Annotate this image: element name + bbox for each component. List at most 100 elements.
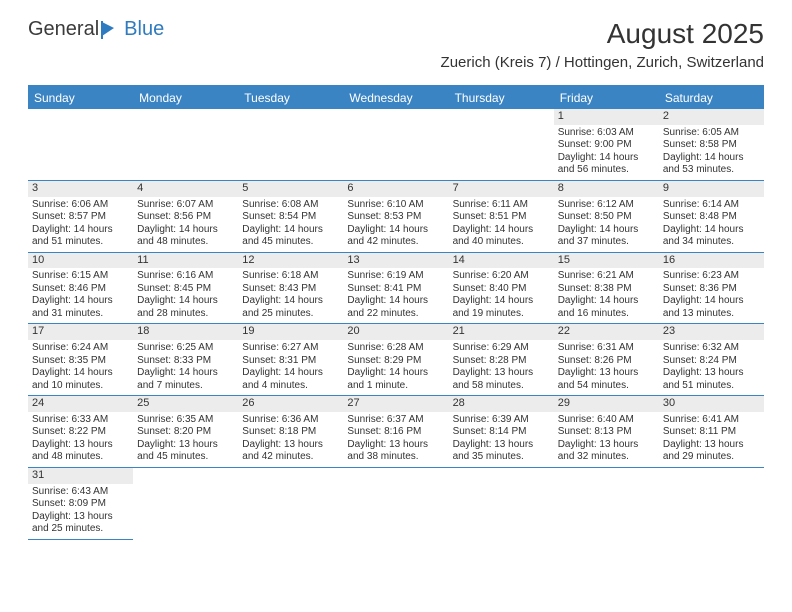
info-d1: Daylight: 13 hours [453,439,550,452]
day-number: 25 [133,396,238,412]
day-cell: 4Sunrise: 6:07 AMSunset: 8:56 PMDaylight… [133,181,238,252]
day-cell: 1Sunrise: 6:03 AMSunset: 9:00 PMDaylight… [554,109,659,180]
info-d2: and 58 minutes. [453,380,550,393]
info-sr: Sunrise: 6:29 AM [453,342,550,355]
day-info: Sunrise: 6:16 AMSunset: 8:45 PMDaylight:… [133,268,238,323]
empty-cell [133,468,238,540]
empty-cell [343,468,448,540]
week-row: 31Sunrise: 6:43 AMSunset: 8:09 PMDayligh… [28,468,764,540]
info-ss: Sunset: 8:57 PM [32,211,129,224]
empty-cell [659,468,764,540]
info-d1: Daylight: 14 hours [137,295,234,308]
info-d2: and 25 minutes. [32,523,129,536]
logo-text-b: Blue [124,18,164,41]
day-cell: 24Sunrise: 6:33 AMSunset: 8:22 PMDayligh… [28,396,133,467]
info-ss: Sunset: 8:31 PM [242,355,339,368]
info-d1: Daylight: 14 hours [347,224,444,237]
day-cell: 22Sunrise: 6:31 AMSunset: 8:26 PMDayligh… [554,324,659,395]
info-ss: Sunset: 8:24 PM [663,355,760,368]
day-info: Sunrise: 6:19 AMSunset: 8:41 PMDaylight:… [343,268,448,323]
day-number: 12 [238,253,343,269]
day-number: 8 [554,181,659,197]
day-cell: 27Sunrise: 6:37 AMSunset: 8:16 PMDayligh… [343,396,448,467]
empty-cell [28,109,133,180]
day-cell: 14Sunrise: 6:20 AMSunset: 8:40 PMDayligh… [449,253,554,324]
day-number: 7 [449,181,554,197]
info-sr: Sunrise: 6:18 AM [242,270,339,283]
day-cell: 31Sunrise: 6:43 AMSunset: 8:09 PMDayligh… [28,468,133,540]
info-ss: Sunset: 8:29 PM [347,355,444,368]
info-d1: Daylight: 14 hours [558,295,655,308]
day-cell: 2Sunrise: 6:05 AMSunset: 8:58 PMDaylight… [659,109,764,180]
info-d1: Daylight: 14 hours [242,367,339,380]
day-number: 26 [238,396,343,412]
info-ss: Sunset: 8:51 PM [453,211,550,224]
info-d2: and 29 minutes. [663,451,760,464]
info-d1: Daylight: 14 hours [663,152,760,165]
day-header-row: SundayMondayTuesdayWednesdayThursdayFrid… [28,87,764,109]
day-cell: 16Sunrise: 6:23 AMSunset: 8:36 PMDayligh… [659,253,764,324]
info-ss: Sunset: 8:33 PM [137,355,234,368]
day-number: 2 [659,109,764,125]
info-d2: and 45 minutes. [137,451,234,464]
info-d1: Daylight: 13 hours [347,439,444,452]
info-sr: Sunrise: 6:06 AM [32,199,129,212]
info-ss: Sunset: 8:28 PM [453,355,550,368]
day-number: 14 [449,253,554,269]
day-info: Sunrise: 6:28 AMSunset: 8:29 PMDaylight:… [343,340,448,395]
day-info: Sunrise: 6:33 AMSunset: 8:22 PMDaylight:… [28,412,133,467]
info-sr: Sunrise: 6:37 AM [347,414,444,427]
info-d1: Daylight: 13 hours [558,367,655,380]
day-header-cell: Wednesday [343,87,448,109]
info-d1: Daylight: 14 hours [32,367,129,380]
info-ss: Sunset: 8:54 PM [242,211,339,224]
day-number: 27 [343,396,448,412]
day-number: 10 [28,253,133,269]
info-sr: Sunrise: 6:39 AM [453,414,550,427]
info-sr: Sunrise: 6:36 AM [242,414,339,427]
info-d2: and 42 minutes. [347,236,444,249]
day-number: 11 [133,253,238,269]
info-d2: and 13 minutes. [663,308,760,321]
info-d1: Daylight: 13 hours [242,439,339,452]
day-info: Sunrise: 6:10 AMSunset: 8:53 PMDaylight:… [343,197,448,252]
day-info: Sunrise: 6:24 AMSunset: 8:35 PMDaylight:… [28,340,133,395]
day-number: 19 [238,324,343,340]
info-sr: Sunrise: 6:08 AM [242,199,339,212]
info-d2: and 32 minutes. [558,451,655,464]
info-sr: Sunrise: 6:12 AM [558,199,655,212]
day-cell: 11Sunrise: 6:16 AMSunset: 8:45 PMDayligh… [133,253,238,324]
info-d2: and 7 minutes. [137,380,234,393]
info-sr: Sunrise: 6:20 AM [453,270,550,283]
info-d2: and 53 minutes. [663,164,760,177]
week-row: 1Sunrise: 6:03 AMSunset: 9:00 PMDaylight… [28,109,764,181]
day-cell: 19Sunrise: 6:27 AMSunset: 8:31 PMDayligh… [238,324,343,395]
info-sr: Sunrise: 6:24 AM [32,342,129,355]
info-d1: Daylight: 14 hours [347,295,444,308]
week-row: 24Sunrise: 6:33 AMSunset: 8:22 PMDayligh… [28,396,764,468]
info-d2: and 28 minutes. [137,308,234,321]
info-d2: and 54 minutes. [558,380,655,393]
info-d2: and 51 minutes. [32,236,129,249]
info-ss: Sunset: 8:43 PM [242,283,339,296]
day-info: Sunrise: 6:11 AMSunset: 8:51 PMDaylight:… [449,197,554,252]
day-info: Sunrise: 6:39 AMSunset: 8:14 PMDaylight:… [449,412,554,467]
info-sr: Sunrise: 6:11 AM [453,199,550,212]
info-d1: Daylight: 13 hours [453,367,550,380]
info-sr: Sunrise: 6:23 AM [663,270,760,283]
empty-cell [238,109,343,180]
info-ss: Sunset: 8:13 PM [558,426,655,439]
week-row: 3Sunrise: 6:06 AMSunset: 8:57 PMDaylight… [28,181,764,253]
info-ss: Sunset: 8:50 PM [558,211,655,224]
info-d1: Daylight: 13 hours [137,439,234,452]
info-d2: and 40 minutes. [453,236,550,249]
info-d2: and 37 minutes. [558,236,655,249]
info-d1: Daylight: 13 hours [663,367,760,380]
day-cell: 21Sunrise: 6:29 AMSunset: 8:28 PMDayligh… [449,324,554,395]
info-ss: Sunset: 8:09 PM [32,498,129,511]
info-d1: Daylight: 14 hours [558,224,655,237]
empty-cell [449,468,554,540]
info-d2: and 48 minutes. [137,236,234,249]
day-info: Sunrise: 6:36 AMSunset: 8:18 PMDaylight:… [238,412,343,467]
info-ss: Sunset: 8:56 PM [137,211,234,224]
